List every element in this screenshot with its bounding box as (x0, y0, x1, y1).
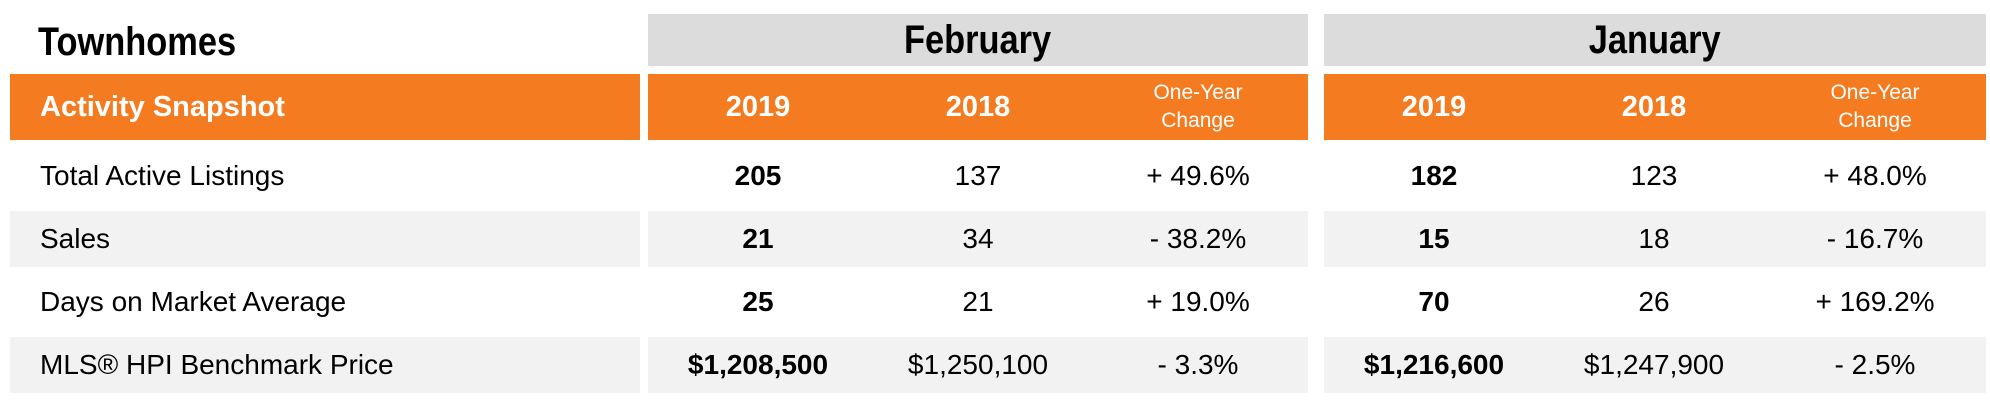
table-cell: 21 (648, 211, 868, 267)
one-year-change-header: One-Year Change (1830, 81, 1920, 132)
february-subheader: 2019 2018 One-Year Change (648, 74, 1308, 140)
month-label: January (1589, 17, 1721, 62)
row-label-days-on-market: Days on Market Average (40, 286, 347, 317)
year-2018-header: 2018 (945, 90, 1011, 123)
row-label-total-active-listings: Total Active Listings (40, 160, 285, 191)
table-cell: - 2.5% (1764, 337, 1986, 393)
table-cell: - 16.7% (1764, 211, 1986, 267)
table-cell: $1,208,500 (648, 337, 868, 393)
table-cell: 34 (868, 211, 1088, 267)
table-cell: $1,247,900 (1544, 337, 1764, 393)
table-cell: + 48.0% (1823, 160, 1927, 191)
table-cell: 21 (962, 286, 994, 317)
table-cell: 26 (1638, 286, 1670, 317)
january-subheader: 2019 2018 One-Year Change (1324, 74, 1986, 140)
table-cell: 70 (1418, 286, 1450, 317)
year-2019-header: 2019 (1401, 90, 1467, 123)
table-title: Townhomes (38, 19, 237, 64)
year-2019-header: 2019 (725, 90, 791, 123)
table-cell: + 19.0% (1146, 286, 1250, 317)
month-header-january: January (1324, 14, 1986, 66)
month-header-february: February (648, 14, 1308, 66)
table-cell: 137 (954, 160, 1002, 191)
row-label-sales: Sales (10, 211, 640, 267)
month-label: February (904, 17, 1052, 62)
table-cell: 15 (1324, 211, 1544, 267)
table-cell: $1,250,100 (868, 337, 1088, 393)
table-cell: 123 (1630, 160, 1678, 191)
one-year-change-header: One-Year Change (1153, 81, 1243, 132)
row-label-hpi-benchmark-price: MLS® HPI Benchmark Price (10, 337, 640, 393)
table-cell: - 3.3% (1088, 337, 1308, 393)
table-cell: 18 (1544, 211, 1764, 267)
table-cell: + 49.6% (1146, 160, 1250, 191)
table-cell: + 169.2% (1815, 286, 1935, 317)
table-cell: - 38.2% (1088, 211, 1308, 267)
table-cell: 25 (742, 286, 774, 317)
table-cell: $1,216,600 (1324, 337, 1544, 393)
table-cell: 205 (734, 160, 782, 191)
table-cell: 182 (1410, 160, 1458, 191)
year-2018-header: 2018 (1621, 90, 1687, 123)
activity-snapshot-header: Activity Snapshot (10, 74, 640, 140)
